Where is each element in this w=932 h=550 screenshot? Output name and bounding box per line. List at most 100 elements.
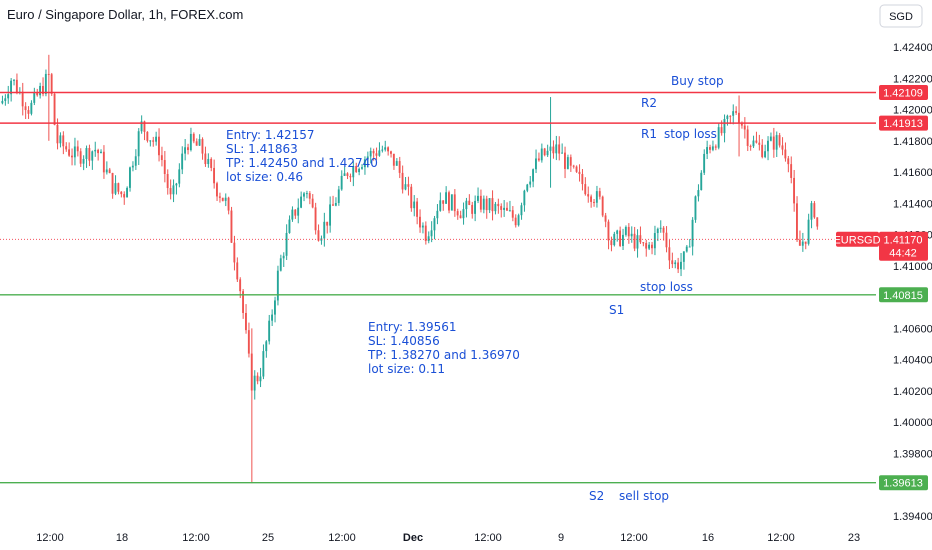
candle-body: [375, 153, 378, 156]
candle-body: [372, 150, 375, 154]
candle-body: [813, 203, 816, 218]
candle-body: [59, 135, 62, 144]
candle-body: [65, 146, 68, 150]
candle-body: [619, 230, 621, 246]
candle-body: [488, 198, 491, 211]
candle-body: [53, 93, 56, 125]
currency-button[interactable]: SGD: [879, 4, 923, 28]
candle-body: [419, 216, 421, 228]
candle-body: [262, 351, 265, 377]
short-trade-note: Entry: 1.39561 SL: 1.40856 TP: 1.38270 a…: [367, 320, 520, 376]
candle-body: [155, 136, 157, 142]
candle-body: [33, 91, 36, 103]
candle-body: [288, 219, 291, 233]
candle-body: [604, 215, 607, 222]
price-tick-label: 1.39400: [893, 511, 932, 523]
candle-body: [187, 147, 189, 151]
candle-body: [772, 136, 775, 150]
symbol-label: EURSGD: [833, 234, 880, 246]
candle-body: [361, 167, 363, 169]
candle-body: [416, 201, 418, 217]
candle-body: [743, 125, 746, 130]
candle-body: [740, 123, 743, 126]
candle-body: [105, 169, 108, 173]
candle-body: [477, 195, 479, 201]
candle-body: [607, 221, 610, 241]
candle-body: [775, 135, 778, 150]
candle-body: [102, 151, 105, 173]
candle-body: [462, 209, 465, 219]
candle-body: [662, 227, 665, 233]
candle-body: [126, 187, 128, 198]
candle-body: [88, 148, 91, 161]
candle-body: [752, 140, 755, 147]
candle-body: [668, 247, 671, 261]
candle-body: [424, 225, 427, 242]
candle-body: [195, 141, 198, 146]
candle-body: [404, 184, 407, 190]
candle-body: [317, 230, 320, 241]
candle-body: [158, 136, 160, 156]
candle-body: [47, 73, 50, 75]
candle-body: [247, 330, 250, 354]
candle-body: [343, 173, 346, 176]
candle-body: [807, 219, 810, 244]
candle-body: [163, 160, 166, 175]
candle-body: [387, 147, 389, 152]
candle-body: [134, 156, 137, 166]
candle-body: [213, 167, 215, 184]
s1-price-tag: 1.40815: [879, 287, 928, 303]
candle-body: [688, 246, 691, 248]
candle-body: [337, 189, 340, 203]
candle-body: [633, 233, 636, 249]
candle-body: [459, 215, 462, 219]
candle-body: [593, 201, 595, 203]
candle-body: [358, 168, 360, 173]
candle-body: [143, 121, 146, 132]
r2-label: R2: [641, 96, 657, 110]
candle-body: [656, 228, 659, 234]
candle-body: [253, 375, 256, 391]
candle-body: [395, 161, 398, 166]
candle-body: [694, 196, 697, 220]
candle-body: [245, 312, 247, 331]
candle-body: [590, 196, 592, 202]
candle-body: [764, 151, 766, 158]
candle-body: [314, 207, 317, 231]
time-tick-label: 12:00: [36, 532, 64, 544]
time-tick-label: 12:00: [474, 532, 502, 544]
candle-body: [268, 320, 271, 342]
horizontal-level-lines[interactable]: [0, 91, 876, 484]
candle-body: [305, 193, 308, 195]
long-entry: Entry: 1.42157: [226, 128, 315, 142]
candle-body: [427, 236, 430, 242]
candle-body: [442, 200, 445, 204]
candle-body: [549, 146, 552, 151]
candle-body: [659, 227, 662, 229]
candle-body: [500, 206, 503, 210]
candle-body: [39, 86, 41, 96]
price-axis[interactable]: 1.42400 1.42200 1.42000 1.41800 1.41600 1.414…: [833, 0, 932, 550]
candle-body: [68, 149, 70, 156]
candle-body: [239, 279, 242, 292]
time-axis[interactable]: 12:00 18 12:00 25 12:00 Dec 12:00 9 12:00 16 12:00…: [36, 532, 860, 544]
price-tick-label: 1.41400: [893, 198, 932, 210]
candle-body: [332, 204, 334, 206]
long-trade-note: Entry: 1.42157 SL: 1.41863 TP: 1.42450 a…: [225, 128, 378, 184]
candle-body: [378, 150, 381, 156]
price-tick-label: 1.40400: [893, 355, 932, 367]
candle-body: [236, 262, 239, 280]
candle-body: [639, 235, 642, 243]
candle-body: [700, 172, 703, 191]
candle-body: [552, 146, 555, 154]
candle-body: [677, 262, 679, 270]
candle-body: [44, 73, 47, 95]
candle-body: [680, 261, 682, 270]
candle-body: [326, 221, 329, 226]
candle-body: [323, 221, 326, 239]
candlestick-series: [1, 54, 819, 484]
candle-body: [300, 196, 302, 208]
candle-body: [210, 158, 213, 168]
candle-body: [755, 140, 758, 143]
